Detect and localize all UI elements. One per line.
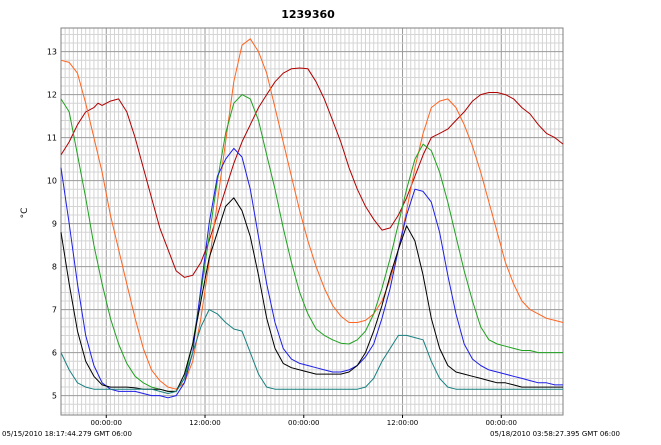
y-tick-label: 12	[47, 91, 57, 100]
y-tick-label: 13	[47, 48, 57, 57]
y-tick-label: 8	[52, 263, 57, 272]
plot-frame	[60, 27, 564, 416]
series-line-2	[60, 38, 564, 390]
x-axis: 00:00:00 12:00:00 00:00:00 12:00:00 00:00:00	[91, 415, 517, 427]
series-line-3	[60, 94, 563, 392]
x-tick-label: 12:00:00	[387, 419, 418, 427]
x-tick-label: 00:00:00	[91, 419, 122, 427]
x-tick-label: 00:00:00	[486, 419, 517, 427]
end-timestamp: 05/18/2010 03:58:27.395 GMT 06:00	[490, 430, 620, 438]
series-layer	[60, 38, 564, 399]
x-tick-label: 12:00:00	[189, 419, 220, 427]
x-tick-label: 00:00:00	[288, 419, 319, 427]
plot-border	[60, 27, 564, 416]
y-axis-label: °C	[20, 208, 30, 219]
start-timestamp: 05/15/2010 18:17:44.279 GMT 06:00	[2, 430, 132, 438]
series-line-1	[60, 67, 564, 278]
y-axis: 5 6 7 8 9 10 11 12 13	[47, 48, 57, 401]
y-tick-label: 5	[52, 392, 57, 401]
plot-grid	[60, 28, 564, 415]
series-line-4	[60, 147, 563, 399]
chart-title: 1239360	[281, 8, 335, 21]
series-line-6	[60, 309, 563, 394]
y-tick-label: 9	[52, 220, 57, 229]
y-tick-label: 6	[52, 349, 57, 358]
y-tick-label: 7	[52, 306, 57, 315]
y-tick-label: 11	[47, 134, 57, 143]
y-tick-label: 10	[47, 177, 57, 186]
